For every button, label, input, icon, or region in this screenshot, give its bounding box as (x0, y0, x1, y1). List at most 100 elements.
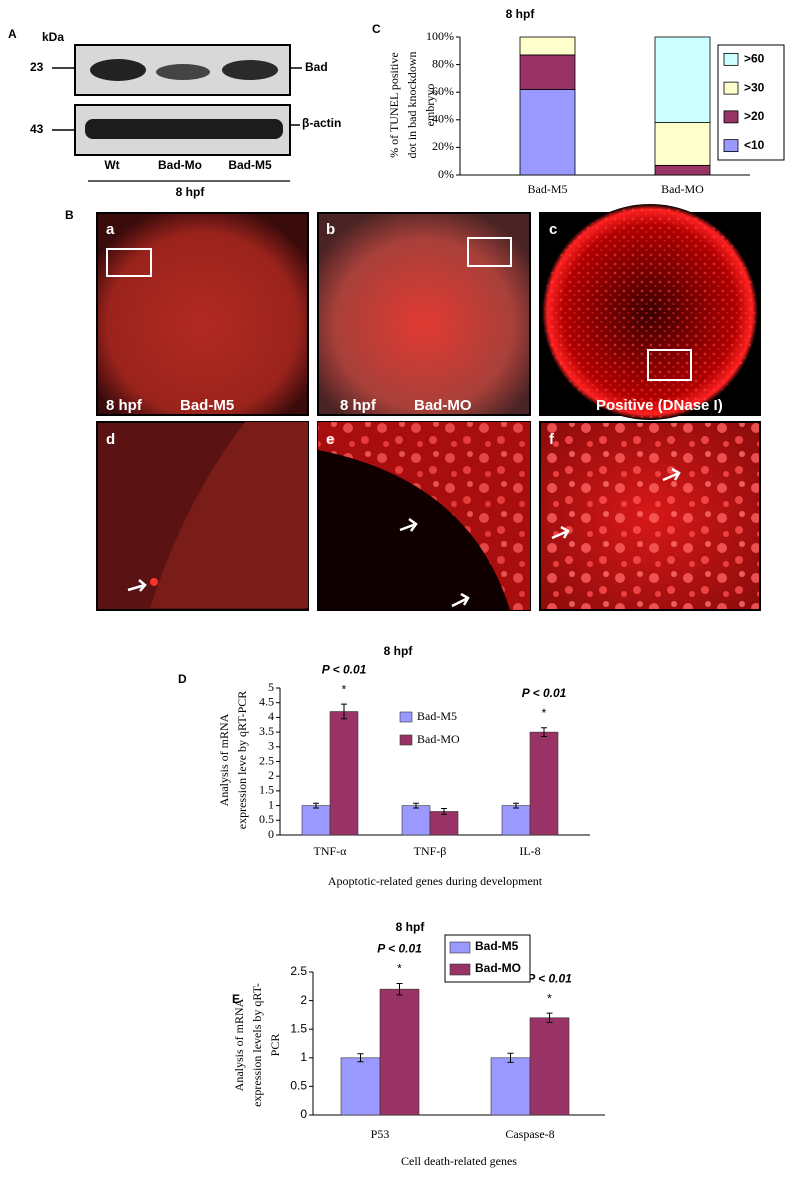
y-tick-label: 0 (300, 1107, 307, 1121)
marker-label: 23 (30, 60, 44, 74)
error-bar (541, 727, 547, 738)
significance-marker: * (542, 706, 547, 720)
embryo-dots (318, 422, 530, 610)
unit-label: kDa (42, 30, 64, 44)
micrograph (96, 212, 309, 416)
arrow (451, 592, 470, 608)
tile-letter: d (106, 431, 115, 448)
bar-segment (519, 54, 576, 90)
x-tick-label: Bad-MO (661, 182, 704, 196)
tile-letter: e (326, 431, 334, 448)
error-bar (546, 1012, 553, 1023)
apoptotic-dot (150, 578, 158, 586)
stage-label: 8 hpf (106, 397, 143, 414)
image-tile: c Positive (DNase I) (539, 204, 761, 420)
tile-letter: f (549, 431, 555, 448)
x-axis-label: Apoptotic-related genes during developme… (328, 874, 543, 888)
bar (501, 805, 531, 836)
y-tick-label: 0% (438, 167, 454, 181)
image-tile: a 8 hpf Bad-M5 (96, 212, 309, 416)
arrow (662, 467, 681, 482)
error-bar (513, 802, 519, 809)
error-bar (507, 1052, 514, 1063)
chart-title: 8 hpf (506, 7, 536, 21)
annotation: P < 0.01 (522, 686, 567, 700)
legend-swatch (723, 52, 739, 66)
y-axis-label: PCR (268, 1034, 282, 1057)
error-bar (413, 802, 419, 809)
y-axis-label: dot in bad knockdown (405, 52, 419, 159)
bar-segment (519, 89, 576, 176)
cell-dots (541, 423, 759, 609)
y-tick-label: 2 (268, 768, 274, 782)
legend-label: Bad-MO (417, 732, 460, 746)
band (222, 60, 278, 80)
x-tick-label: P53 (371, 1127, 390, 1141)
arrow (551, 525, 570, 540)
error-bar (396, 982, 403, 996)
annotation: P < 0.01 (377, 942, 422, 956)
x-tick-label: TNF-α (314, 844, 348, 858)
stage-label: 8 hpf (176, 185, 206, 199)
legend-label: >20 (744, 109, 765, 123)
y-tick-label: 5 (268, 680, 274, 694)
bar (340, 1057, 381, 1116)
y-tick-label: 2.5 (290, 964, 307, 978)
zoom-box (467, 237, 512, 267)
bar (529, 1017, 570, 1116)
micrograph (317, 212, 531, 416)
protein-label: β-actin (302, 116, 341, 130)
bar (401, 805, 431, 836)
bar-segment (654, 36, 711, 123)
y-axis-label: % of TUNEL positive (387, 52, 401, 158)
panel-letter: C (372, 22, 381, 36)
legend-label: >30 (744, 80, 765, 94)
band (90, 59, 146, 81)
annotation: P < 0.01 (527, 971, 572, 985)
stage-label: 8 hpf (340, 397, 377, 414)
y-tick-label: 80% (432, 56, 454, 70)
significance-marker: * (342, 682, 347, 696)
legend-label: Bad-MO (475, 961, 521, 975)
bar (490, 1057, 531, 1116)
panel-letter: D (178, 672, 187, 686)
panel-letter: E (232, 992, 240, 1006)
legend-label: Bad-M5 (417, 709, 457, 723)
image-tile: f (539, 421, 761, 611)
error-bar (441, 808, 447, 815)
protein-label: Bad (305, 60, 328, 74)
legend-swatch (399, 711, 413, 723)
bar (529, 731, 559, 836)
y-tick-label: 3.5 (259, 724, 274, 738)
tile-letter: c (549, 221, 557, 238)
legend-label: >60 (744, 52, 765, 66)
tile-label: Bad-MO (414, 397, 472, 414)
chart-title: 8 hpf (384, 644, 414, 658)
legend-swatch (399, 734, 413, 746)
panel-letter: B (65, 208, 74, 222)
y-tick-label: 0.5 (259, 812, 274, 826)
y-tick-label: 3 (268, 739, 274, 753)
y-tick-label: 1.5 (259, 783, 274, 797)
error-bar (341, 703, 347, 720)
legend-swatch (723, 81, 739, 95)
error-bar (357, 1053, 364, 1063)
y-tick-label: 100% (426, 29, 454, 43)
legend-swatch (449, 941, 471, 954)
tile-letter: a (106, 221, 115, 238)
y-tick-label: 1 (268, 797, 274, 811)
y-tick-label: 20% (432, 139, 454, 153)
y-tick-label: 2.5 (259, 753, 274, 767)
y-tick-label: 0.5 (290, 1079, 307, 1093)
y-tick-label: 2 (300, 993, 307, 1007)
significance-marker: * (547, 991, 552, 1005)
tile-label: Bad-M5 (180, 397, 234, 414)
embryo-dots (544, 206, 756, 418)
bar (329, 711, 359, 836)
x-tick-label: IL-8 (519, 844, 540, 858)
lane-label: Bad-Mo (158, 158, 202, 172)
bar-segment (654, 164, 711, 176)
legend-label: <10 (744, 138, 765, 152)
significance-marker: * (397, 962, 402, 976)
x-tick-label: TNF-β (414, 844, 447, 858)
